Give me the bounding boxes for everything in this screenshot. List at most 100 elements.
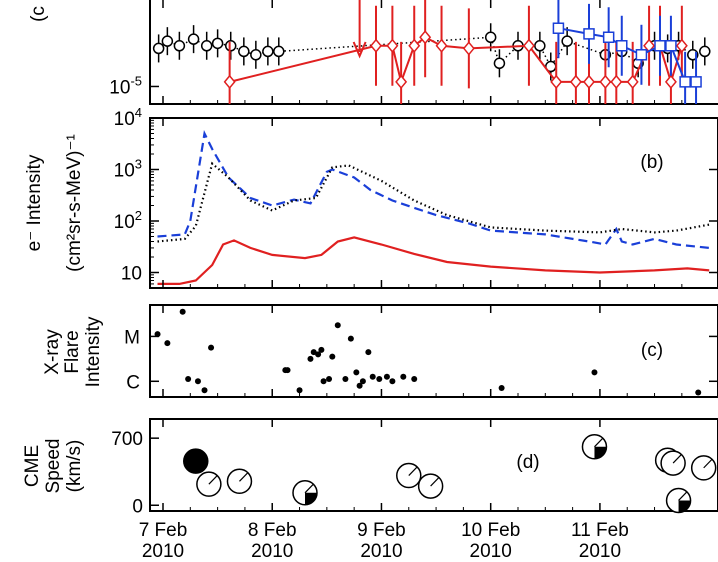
marker-black-circle: [173, 40, 186, 52]
marker-black-circle: [534, 40, 546, 52]
marker-black-circle: [699, 45, 711, 58]
red-arrow-head: [352, 41, 367, 59]
cme-marker-radius: [304, 483, 314, 494]
cme-marker-radius: [208, 475, 218, 485]
marker-black-circle: [211, 37, 224, 50]
marker-blue-square: [635, 49, 648, 61]
panel-a-partial-label: (c: [28, 6, 49, 22]
marker-red-diamond: [419, 30, 432, 45]
flare-point: [208, 344, 215, 351]
y-tick-label: M: [124, 327, 140, 348]
marker-blue-square: [654, 40, 666, 52]
panel-d-markers: [183, 434, 717, 514]
flare-point: [326, 376, 333, 383]
marker-red-diamond: [550, 74, 563, 90]
marker-blue-square: [679, 76, 691, 88]
flare-point: [359, 378, 366, 385]
x-tick-label-date: 9 Feb: [357, 520, 406, 541]
panel-a-yticks: 10-5: [109, 73, 159, 98]
marker-red-diamond: [522, 38, 535, 53]
cme-marker-radius: [430, 477, 440, 487]
flare-point: [383, 373, 390, 380]
marker-black-circle: [484, 31, 497, 44]
panel-b-ylabel-line2: (cm²sr-s-MeV)⁻¹: [64, 134, 85, 272]
panel-c: X-ray Flare Intensity (c) MC: [42, 304, 718, 398]
cme-marker-radius: [408, 466, 418, 476]
x-tick-label-date: 8 Feb: [248, 520, 297, 541]
panel-d-yticks: 0 700: [111, 429, 159, 517]
x-tick-label-year: 2010: [142, 541, 184, 562]
marker-red-diamond: [370, 38, 382, 53]
flare-point: [329, 353, 336, 360]
marker-black-circle: [224, 40, 237, 52]
flare-point: [389, 378, 396, 385]
marker-black-circle: [250, 49, 262, 61]
marker-black-circle: [273, 45, 285, 58]
x-tick-label-date: 7 Feb: [139, 520, 188, 541]
marker-black-circle: [262, 45, 274, 58]
y-tick-label: 102: [114, 208, 142, 233]
marker-red-diamond: [599, 74, 612, 90]
x-tick-label-date: 11 Feb: [571, 520, 629, 541]
series-line-red: [229, 36, 683, 86]
cme-marker-radius: [672, 454, 682, 464]
marker-red-diamond: [583, 74, 595, 90]
series-line-dashed: [157, 129, 710, 249]
panel-b-yticks: 10 102 103 104: [114, 105, 718, 284]
series-line-blue: [558, 27, 696, 83]
marker-blue-square: [583, 28, 595, 40]
marker-red-diamond: [386, 38, 399, 53]
panel-c-ylabel-line2: Flare: [62, 330, 83, 373]
flare-point: [179, 308, 186, 315]
panel-d: CME Speed (km/s) (d) 0 700: [22, 418, 718, 517]
flare-point: [296, 387, 303, 394]
cme-marker-radius: [594, 437, 604, 448]
marker-blue-square: [616, 40, 628, 52]
marker-red-diamond: [462, 41, 475, 56]
panel-c-yticks: MC: [124, 327, 718, 393]
panel-c-points: [154, 308, 702, 396]
marker-red-diamond: [675, 38, 688, 53]
flare-point: [164, 340, 171, 347]
cme-marker-radius: [678, 491, 688, 501]
marker-red-diamond: [435, 38, 448, 53]
marker-red-diamond: [626, 74, 639, 90]
x-tick-label-year: 2010: [360, 541, 402, 562]
series-line-solid: [157, 236, 710, 285]
flare-point: [315, 351, 322, 358]
flare-point: [411, 376, 418, 383]
panel-d-label: (d): [516, 452, 539, 473]
flare-point: [695, 389, 702, 396]
flare-point: [334, 322, 341, 329]
flare-point: [154, 331, 161, 338]
cme-marker-radius: [703, 458, 713, 469]
marker-black-circle: [187, 33, 200, 45]
cme-marker-wedge: [305, 492, 317, 505]
x-tick-label-year: 2010: [579, 541, 621, 562]
panel-a-series: [152, 0, 711, 104]
x-tick-label-date: 10 Feb: [461, 520, 520, 541]
flare-point: [400, 373, 407, 380]
y-tick-label: 104: [114, 105, 142, 130]
y-tick-label: 103: [114, 156, 142, 181]
marker-red-diamond: [395, 74, 408, 90]
flare-point: [369, 373, 376, 380]
marker-red-diamond: [664, 74, 677, 90]
flare-point: [376, 376, 383, 383]
marker-blue-square: [552, 22, 565, 34]
marker-blue-square: [665, 40, 677, 52]
panel-c-label: (c): [641, 340, 663, 361]
flare-point: [591, 369, 598, 376]
marker-black-circle: [561, 35, 573, 47]
panel-b-ylabel-line1: e⁻ Intensity: [24, 154, 45, 251]
marker-black-circle: [238, 45, 250, 58]
marker-red-diamond: [408, 38, 421, 53]
marker-blue-square: [602, 31, 615, 44]
flare-point: [498, 385, 505, 392]
cme-marker-wedge: [594, 446, 607, 459]
x-tick-label-year: 2010: [470, 541, 512, 562]
y-tick-label: C: [126, 372, 140, 393]
y-tick-label: 10: [121, 263, 142, 284]
